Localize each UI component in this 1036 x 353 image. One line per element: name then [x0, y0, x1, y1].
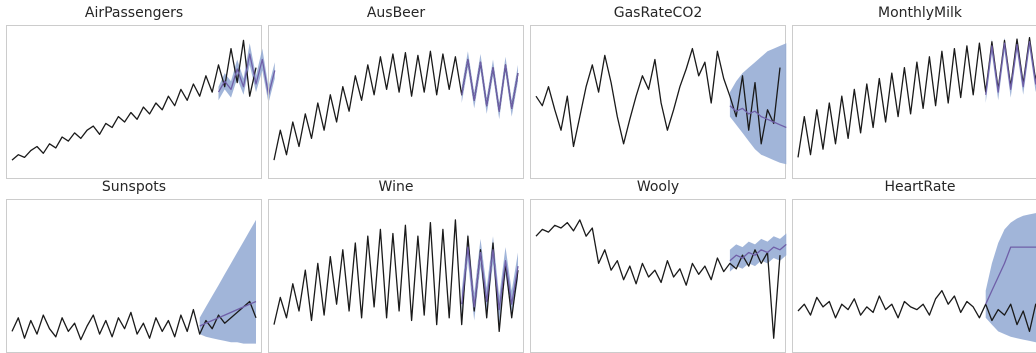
panel-title: Wooly [530, 178, 786, 198]
prediction-interval-band [986, 212, 1036, 344]
panel-title: HeartRate [792, 178, 1036, 198]
panel-title: Wine [268, 178, 524, 198]
chart-wooly [530, 199, 786, 353]
plot-frame [793, 26, 1036, 179]
panel-title: MonthlyMilk [792, 4, 1036, 24]
panel-title: AusBeer [268, 4, 524, 24]
chart-heartrate [792, 199, 1036, 353]
chart-sunspots [6, 199, 262, 353]
history-series-line [274, 220, 518, 332]
panel-title: AirPassengers [6, 4, 262, 24]
history-series-line [12, 40, 256, 160]
chart-ausbeer [268, 25, 524, 179]
panel-title: Sunspots [6, 178, 262, 198]
panel-title: GasRateCO2 [530, 4, 786, 24]
chart-monthlymilk [792, 25, 1036, 179]
plot-frame [7, 26, 262, 179]
chart-wine [268, 199, 524, 353]
chart-airpassengers [6, 25, 262, 179]
chart-gasrateco2 [530, 25, 786, 179]
history-series-line [536, 220, 780, 338]
prediction-interval-band [200, 220, 256, 344]
history-series-line [798, 36, 1036, 157]
